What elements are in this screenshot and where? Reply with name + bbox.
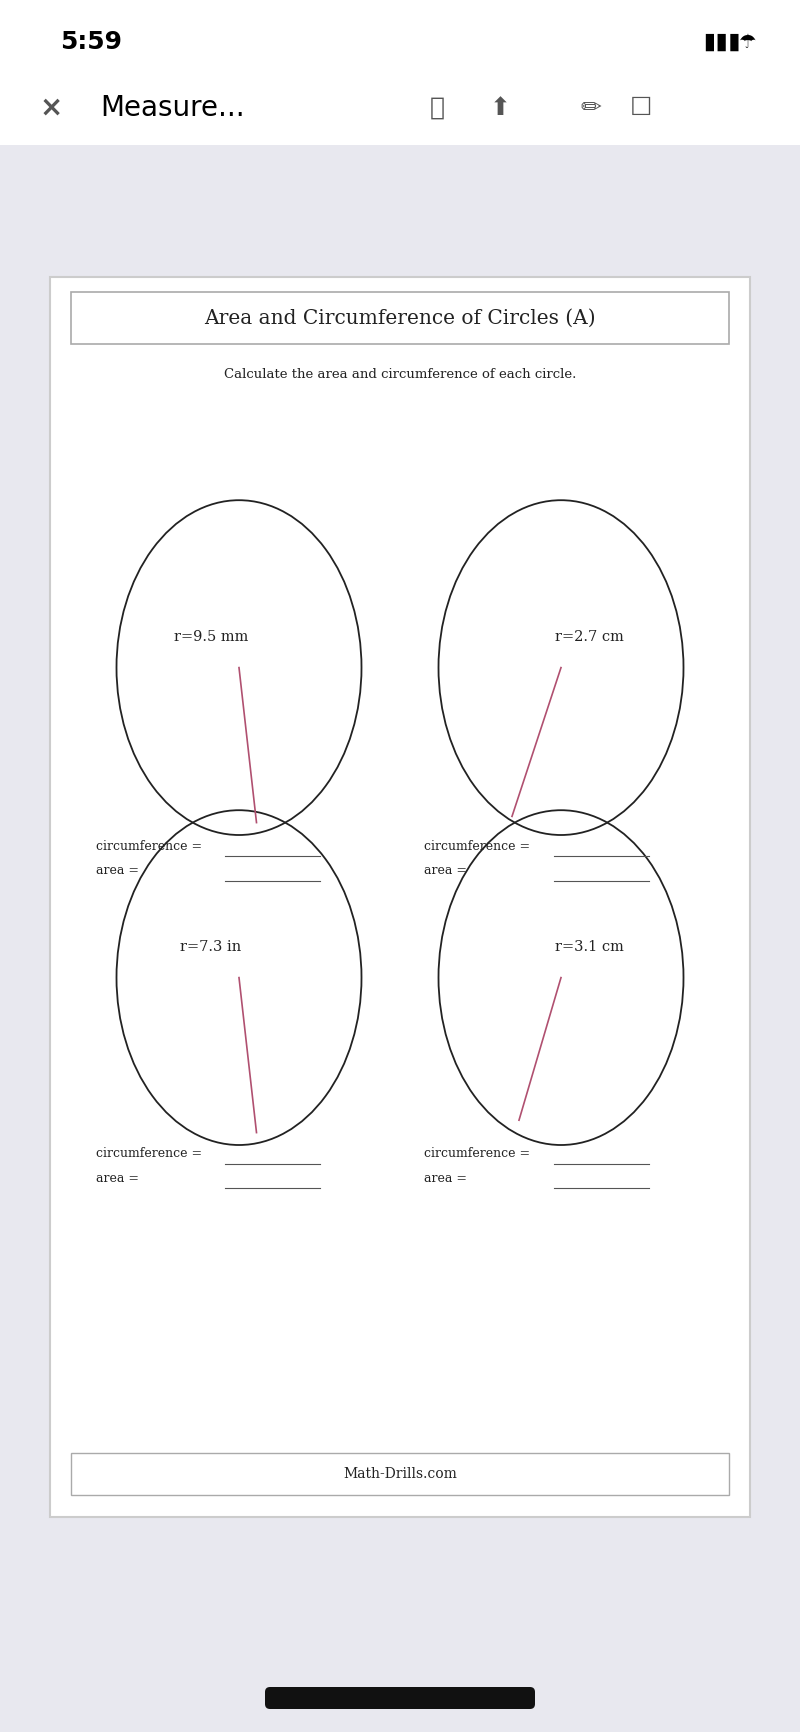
Text: ☂: ☂ bbox=[738, 33, 755, 52]
Text: area =: area = bbox=[95, 864, 138, 878]
Text: 5:59: 5:59 bbox=[60, 29, 122, 54]
Text: ×: × bbox=[40, 94, 63, 121]
Text: Math-Drills.com: Math-Drills.com bbox=[343, 1467, 457, 1481]
Bar bbox=[71, 293, 729, 345]
Text: ▋▋▋: ▋▋▋ bbox=[705, 33, 743, 50]
Text: r=9.5 mm: r=9.5 mm bbox=[174, 630, 248, 644]
Text: area =: area = bbox=[95, 1173, 138, 1185]
Text: circumference =: circumference = bbox=[425, 1147, 530, 1160]
Text: area =: area = bbox=[425, 864, 467, 878]
Text: ⌕: ⌕ bbox=[430, 95, 445, 120]
Text: area =: area = bbox=[425, 1173, 467, 1185]
Bar bbox=[0, 0, 800, 145]
FancyBboxPatch shape bbox=[265, 1687, 535, 1709]
Bar bbox=[50, 277, 750, 1517]
Text: circumference =: circumference = bbox=[95, 840, 202, 852]
Text: ☐: ☐ bbox=[630, 95, 652, 120]
Text: r=3.1 cm: r=3.1 cm bbox=[554, 939, 623, 954]
Text: circumference =: circumference = bbox=[95, 1147, 202, 1160]
Text: circumference =: circumference = bbox=[425, 840, 530, 852]
Text: ✏: ✏ bbox=[580, 95, 601, 120]
Text: Calculate the area and circumference of each circle.: Calculate the area and circumference of … bbox=[224, 369, 576, 381]
Text: Measure...: Measure... bbox=[100, 94, 245, 121]
Bar bbox=[71, 1453, 729, 1495]
Text: r=2.7 cm: r=2.7 cm bbox=[554, 630, 623, 644]
Text: ⬆: ⬆ bbox=[490, 95, 511, 120]
Text: Area and Circumference of Circles (A): Area and Circumference of Circles (A) bbox=[204, 308, 596, 327]
Text: r=7.3 in: r=7.3 in bbox=[180, 939, 242, 954]
